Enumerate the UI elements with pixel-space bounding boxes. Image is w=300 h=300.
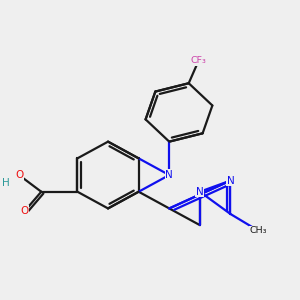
Text: CF₃: CF₃ <box>190 56 206 65</box>
Text: O: O <box>15 170 23 180</box>
Text: H: H <box>2 178 9 188</box>
Text: O: O <box>20 206 29 216</box>
Text: N: N <box>165 170 173 180</box>
Text: N: N <box>196 187 204 197</box>
Text: N: N <box>226 176 234 186</box>
Text: CH₃: CH₃ <box>250 226 267 235</box>
